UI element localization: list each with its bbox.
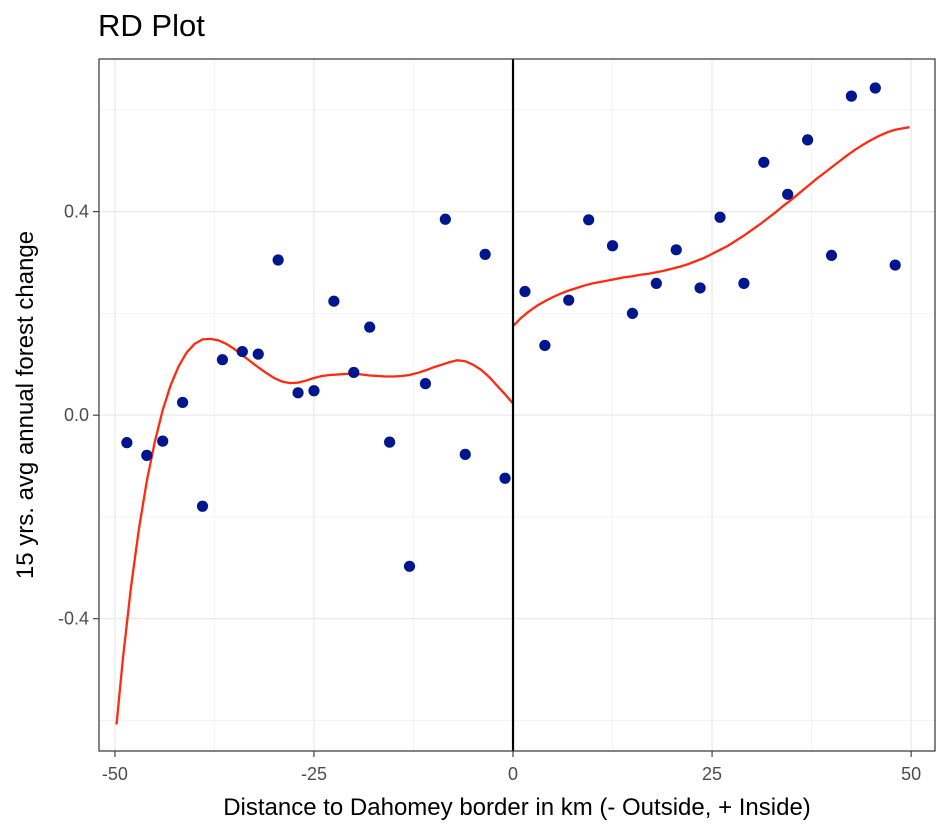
y-axis-title: 15 yrs. avg annual forest change	[12, 231, 39, 579]
data-point	[670, 244, 682, 256]
data-point	[626, 307, 639, 320]
data-point	[583, 214, 595, 226]
data-point	[519, 285, 531, 298]
data-point	[177, 396, 189, 409]
x-tick-label: 0	[508, 764, 518, 784]
x-tick-label: -25	[301, 764, 327, 784]
data-point	[403, 560, 416, 572]
data-point	[364, 321, 376, 333]
data-point	[141, 449, 153, 461]
data-point	[384, 436, 396, 448]
data-point	[714, 211, 726, 223]
data-point	[419, 378, 432, 390]
data-point	[439, 213, 451, 225]
x-tick-label: 50	[901, 764, 921, 784]
data-point	[308, 385, 320, 397]
data-point	[889, 259, 901, 271]
data-point	[121, 437, 133, 449]
data-point	[236, 345, 248, 358]
chart-title: RD Plot	[98, 8, 205, 43]
data-point	[802, 134, 814, 146]
panel-border	[98, 58, 936, 752]
data-point	[563, 294, 575, 306]
x-tick-label: -50	[102, 764, 128, 784]
points-layer	[121, 82, 901, 572]
data-point	[196, 500, 209, 512]
data-point	[348, 366, 360, 379]
data-point	[606, 240, 619, 252]
data-point	[499, 472, 511, 484]
data-point	[216, 354, 229, 366]
fit-line-layer	[115, 126, 910, 725]
data-point	[328, 295, 340, 307]
fit-line-left	[115, 337, 514, 725]
data-point	[825, 249, 838, 262]
y-tick-label: -0.4	[58, 609, 89, 629]
data-point	[782, 188, 794, 200]
axes-layer: -50 -25 0 25 50 -0.4 0.0 0.4	[58, 202, 921, 784]
data-point	[479, 248, 491, 260]
data-point	[869, 82, 881, 94]
y-tick-label: 0.0	[64, 405, 89, 425]
data-point	[157, 435, 169, 447]
fit-line-right	[512, 126, 910, 327]
data-point	[539, 339, 551, 352]
data-point	[272, 254, 284, 266]
data-point	[459, 448, 471, 460]
data-point	[650, 277, 662, 289]
data-point	[738, 277, 750, 289]
x-axis-title: Distance to Dahomey border in km (- Outs…	[223, 794, 811, 821]
data-point	[694, 282, 706, 294]
data-point	[758, 156, 770, 168]
y-tick-label: 0.4	[64, 202, 89, 222]
data-point	[252, 348, 264, 360]
x-tick-label: 25	[702, 764, 722, 784]
data-point	[292, 387, 304, 399]
data-point	[845, 90, 858, 102]
